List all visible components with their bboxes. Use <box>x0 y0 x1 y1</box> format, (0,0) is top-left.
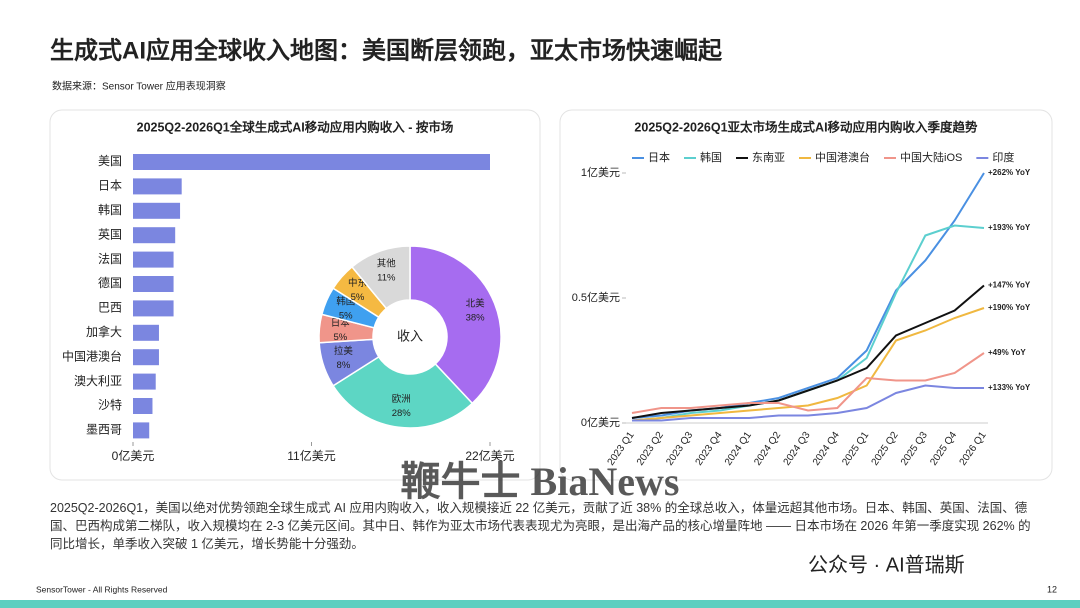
line <box>631 284 985 419</box>
bar <box>133 398 153 414</box>
slice-label: 北美 <box>466 298 486 310</box>
y-tick-label: 法国 <box>98 252 122 266</box>
bar <box>133 422 150 439</box>
y-tick-label: 日本 <box>98 179 122 193</box>
y-tick-label: 1亿美元 <box>581 166 620 179</box>
slice-value-label: 8% <box>337 360 351 371</box>
slice-value-label: 11% <box>377 273 396 284</box>
bar <box>133 276 174 292</box>
x-tick-label: 0亿美元 <box>112 448 155 463</box>
footer: SensorTower - All Rights Reserved <box>36 584 168 594</box>
legend-label: 中国港澳台 <box>815 150 870 164</box>
slide-title: 生成式AI应用全球收入地图：美国断层领跑，亚太市场快速崛起 <box>50 36 723 64</box>
slice-value-label: 38% <box>466 313 486 324</box>
line <box>631 352 985 414</box>
bar <box>133 324 159 341</box>
bar <box>133 202 181 219</box>
watermark: 公众号 · AI普瑞斯 <box>808 553 965 576</box>
line <box>631 307 985 422</box>
y-tick-label: 墨西哥 <box>86 423 122 437</box>
donut-slice <box>350 245 411 310</box>
y-tick-label: 德国 <box>98 275 122 290</box>
bar <box>133 227 176 244</box>
legend-label: 中国大陆iOS <box>900 150 962 164</box>
chart-title: 2025Q2-2026Q1全球生成式AI移动应用内购收入 - 按市场 <box>137 119 454 134</box>
legend-label: 印度 <box>992 150 1014 164</box>
y-tick-label: 巴西 <box>98 301 122 315</box>
chart-title: 2025Q2-2026Q1亚太市场生成式AI移动应用内购收入季度趋势 <box>634 119 978 134</box>
slice-value-label: 28% <box>392 408 412 419</box>
y-tick-label: 韩国 <box>98 202 122 217</box>
body-text: 2025Q2-2026Q1，美国以绝对优势领跑全球生成式 AI 应用内购收入，收… <box>50 501 1031 551</box>
donut-slice <box>332 355 474 429</box>
line-annotation: +49% YoY <box>988 348 1026 357</box>
line-annotation: +193% YoY <box>988 223 1031 232</box>
slice-label: 其他 <box>377 258 397 270</box>
y-tick-label: 沙特 <box>98 397 122 412</box>
y-tick-label: 中国港澳台 <box>62 348 122 363</box>
slice-label: 欧洲 <box>392 393 411 405</box>
line-annotation: +262% YoY <box>988 168 1031 177</box>
bar <box>133 154 490 170</box>
bar <box>133 178 182 195</box>
source: 数据来源：Sensor Tower 应用表现洞察 <box>52 80 226 93</box>
bar <box>133 373 156 390</box>
y-tick-label: 美国 <box>98 154 122 168</box>
slice-label: 拉美 <box>334 345 354 357</box>
donut-center-label: 收入 <box>397 328 423 343</box>
y-tick-label: 英国 <box>98 227 122 241</box>
line <box>632 384 984 422</box>
slice-value-label: 5% <box>333 332 347 343</box>
y-tick-label: 澳大利亚 <box>74 374 122 388</box>
y-tick-label: 0.5亿美元 <box>572 291 620 304</box>
bar <box>133 300 174 317</box>
y-tick-label: 加拿大 <box>86 324 122 339</box>
bar <box>133 349 159 366</box>
line-annotation: +133% YoY <box>988 383 1031 392</box>
line-annotation: +147% YoY <box>988 281 1031 290</box>
legend-label: 东南亚 <box>752 151 785 164</box>
x-tick-label: 22亿美元 <box>465 448 514 463</box>
watermark: 鞭牛士 BiaNews <box>401 459 680 504</box>
panel-right <box>559 109 1053 481</box>
bottom-stripe <box>0 600 1080 608</box>
line-annotation: +190% YoY <box>988 303 1031 312</box>
donut-slice <box>409 245 502 405</box>
y-tick-label: 0亿美元 <box>581 416 620 429</box>
bar <box>133 251 174 268</box>
slice-value-label: 5% <box>339 311 353 322</box>
slice-value-label: 5% <box>351 292 365 303</box>
legend-label: 日本 <box>648 150 670 164</box>
page-number: 12 <box>1047 584 1057 594</box>
x-tick-label: 11亿美元 <box>287 448 335 463</box>
legend-label: 韩国 <box>700 150 722 164</box>
